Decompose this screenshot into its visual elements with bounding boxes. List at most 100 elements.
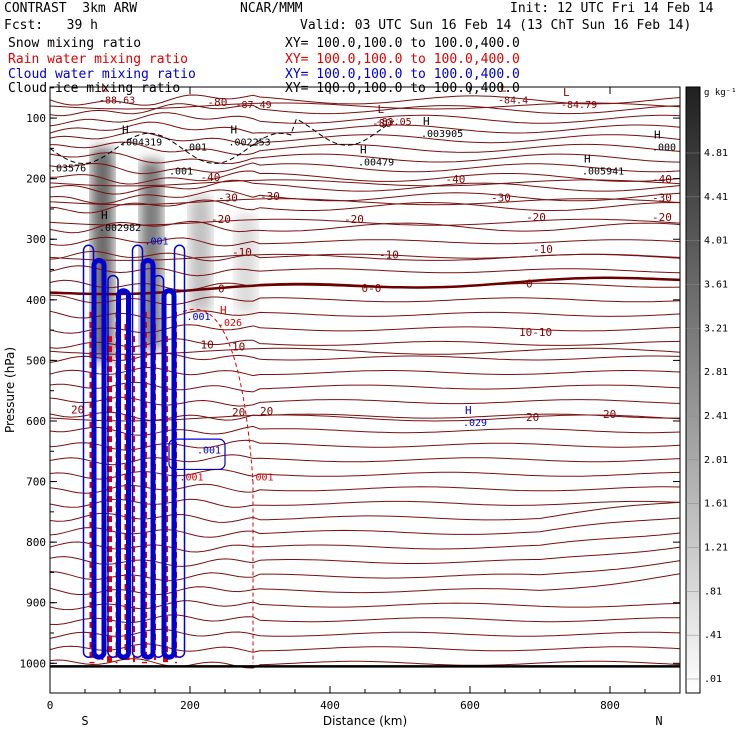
cloud-water-contour-shallow	[168, 438, 226, 471]
extremum-value: .026	[218, 318, 242, 329]
cloud-water-contour	[91, 257, 107, 660]
contour-label: -10	[533, 243, 553, 256]
extremum-value: .002982	[99, 223, 141, 234]
x-axis-label: Distance (km)	[323, 714, 407, 728]
contour-label: 10-10	[519, 326, 552, 339]
contour-label: -20	[652, 211, 672, 224]
colorbar-level-label: .81	[704, 586, 722, 597]
extremum-value: .00479	[358, 158, 394, 169]
contour-label: 0	[218, 283, 225, 296]
field-rain-label: Rain water mixing ratio	[8, 52, 189, 67]
init-label: Init: 12 UTC Fri 14 Feb 14	[510, 1, 714, 16]
forecast-label: Fcst: 39 h	[4, 18, 98, 33]
extremum-value: .000	[652, 142, 676, 153]
y-tick-label: 200	[26, 173, 46, 186]
colorbar-level-label: .01	[704, 674, 722, 685]
x-tick-label: 800	[600, 699, 620, 712]
extremum-mark: H	[101, 209, 108, 222]
colorbar-level-label: 1.61	[704, 499, 728, 510]
y-tick-label: 300	[26, 233, 46, 246]
colorbar-level-label: 4.81	[704, 148, 728, 159]
cloud-water-contour	[116, 288, 131, 660]
extremum-value: .001	[250, 473, 274, 484]
extremum-mark: H	[423, 115, 430, 128]
contour-label: -80	[372, 117, 392, 130]
contour-label: -10	[232, 246, 252, 259]
extremum-mark: H	[360, 144, 367, 157]
model-label: CONTRAST 3km ARW	[4, 1, 138, 16]
extremum-mark: L	[378, 103, 385, 116]
extremum-value: -88.63	[99, 96, 135, 107]
extremum-value: .005941	[582, 167, 624, 178]
x-tick-label: 600	[460, 699, 480, 712]
extremum-value: -84.4	[498, 96, 528, 107]
colorbar-level-label: .41	[704, 630, 722, 641]
extremum-value: .029	[463, 418, 487, 429]
contour-label: -80	[208, 96, 228, 109]
extremum-mark: L	[500, 82, 507, 95]
temperature-contour	[49, 131, 681, 147]
contour-label: 10	[232, 341, 245, 354]
contour-label: -40	[446, 173, 466, 186]
contour-label: -30	[218, 192, 238, 205]
cloud-water-contour	[161, 288, 177, 660]
colorbar-level-label: 2.01	[704, 455, 728, 466]
extremum-mark: H	[220, 304, 227, 317]
extremum-mark: H	[231, 124, 238, 137]
extremum-value: .001	[145, 236, 169, 247]
extremum-mark: L	[101, 82, 108, 95]
valid-label: Valid: 03 UTC Sun 16 Feb 14 (13 ChT Sun …	[300, 18, 692, 33]
isotherm--40	[49, 179, 681, 187]
extremum-value: .001	[183, 142, 207, 153]
field-snow-xy: XY= 100.0,100.0 to 100.0,400.0	[285, 36, 520, 51]
extremum-mark: L	[563, 86, 570, 99]
center-label: NCAR/MMM	[240, 1, 303, 16]
contour-label: -30	[652, 192, 672, 205]
contour-label: -20	[526, 211, 546, 224]
colorbar-level-label: 3.61	[704, 280, 728, 291]
temperature-contour	[49, 141, 681, 156]
temperature-contour	[49, 658, 681, 669]
cloud-ice-contour	[49, 118, 398, 165]
field-snow-label: Snow mixing ratio	[8, 36, 142, 51]
extremum-value: .001	[187, 312, 211, 323]
x-endpoint-start: S	[81, 714, 88, 728]
isotherm--30	[49, 198, 681, 206]
y-tick-label: 1000	[20, 657, 47, 670]
rain-contour-outer	[182, 308, 254, 664]
contour-label: 0-0	[362, 282, 382, 295]
colorbar-level-label: 3.21	[704, 323, 728, 334]
temperature-contour	[49, 112, 681, 127]
contour-label: 20	[71, 404, 84, 417]
y-tick-label: 700	[26, 476, 46, 489]
snow-shade-column	[189, 196, 212, 312]
y-tick-label: 900	[26, 597, 46, 610]
extremum-value: .001	[180, 473, 204, 484]
temperature-contour	[49, 199, 681, 214]
y-tick-label: 100	[26, 112, 46, 125]
y-tick-label: 400	[26, 294, 46, 307]
colorbar-level-label: 2.81	[704, 367, 728, 378]
y-axis-label: Pressure (hPa)	[3, 347, 17, 433]
contour-label: -20	[211, 213, 231, 226]
field-cloudwater-label: Cloud water mixing ratio	[8, 67, 196, 82]
extremum-mark: H	[465, 404, 472, 417]
contour-label: 20	[232, 406, 245, 419]
contour-label: 20	[526, 411, 539, 424]
extremum-value: .002253	[229, 138, 271, 149]
colorbar-level-label: 1.21	[704, 543, 728, 554]
contour-label: -10	[379, 249, 399, 262]
x-tick-label: 0	[47, 699, 54, 712]
extremum-value: .001	[169, 167, 193, 178]
field-cloudice-xy: XY= 100.0,100.0 to 100.0,400.0	[285, 81, 520, 96]
temperature-contour	[49, 121, 681, 134]
contour-label: 20	[603, 408, 616, 421]
contour-label: 10	[201, 338, 214, 351]
colorbar-level-label: 4.01	[704, 236, 728, 247]
temperature-contour	[49, 189, 681, 205]
contour-label: -30	[491, 192, 511, 205]
extremum-value: .004319	[120, 138, 162, 149]
contour-label: 0	[526, 278, 533, 291]
cloud-water-contour	[173, 244, 186, 658]
